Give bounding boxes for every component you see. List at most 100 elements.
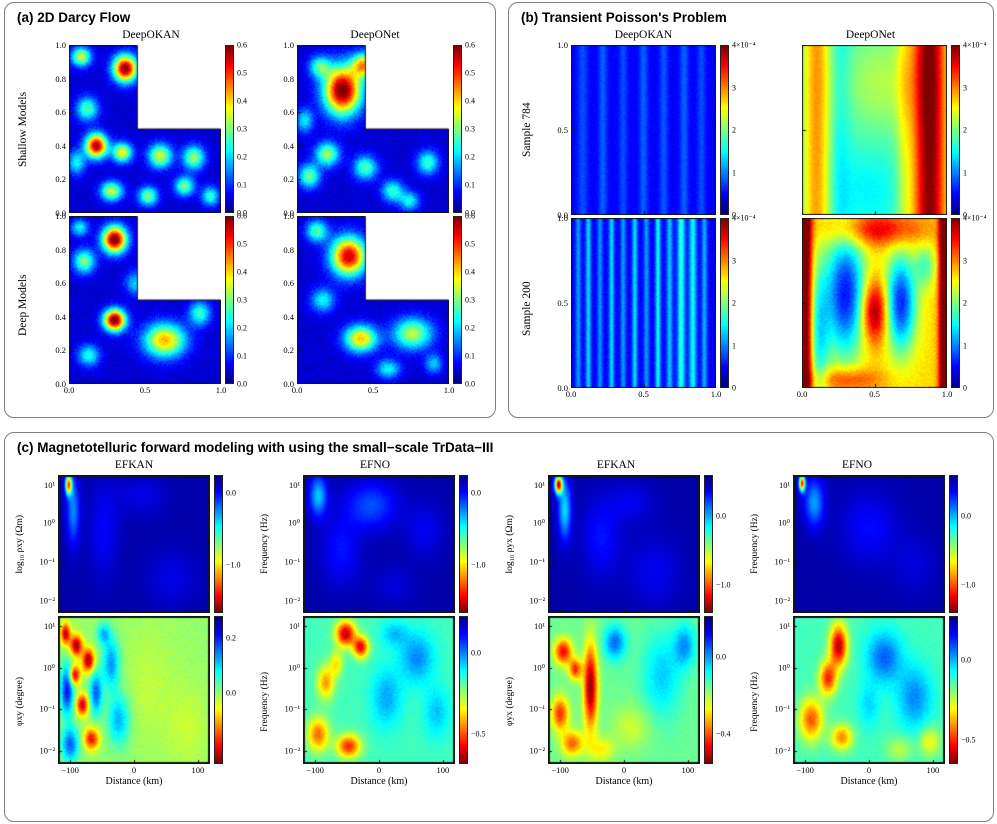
heatmap-canvas [69, 216, 221, 384]
colorbar-tick-label: 0.2 [465, 152, 475, 162]
colorbar-tick-label: 1 [963, 168, 967, 177]
heatmap-canvas [571, 218, 716, 388]
colorbar-gradient [459, 616, 468, 764]
colorbar-tick-label: −1.0 [716, 580, 731, 590]
colorbar-gradient [949, 616, 958, 764]
colorbar-tick-label: 2 [963, 298, 967, 308]
x-tick-label: −100 [306, 765, 324, 775]
y-tick-label: 10⁻² [39, 745, 55, 756]
axis-y-label: log₁₀ ρxy (Ωm) [15, 514, 25, 574]
colorbar-gradient [704, 616, 713, 764]
panel-b-column-headers: DeepOKAN DeepONet [535, 28, 983, 42]
colorbar-gradient [720, 218, 729, 388]
colorbar-tick-label: 0.5 [465, 68, 475, 78]
plot-column [303, 475, 455, 613]
x-tick-label: 100 [191, 765, 205, 775]
plot-column: 0.0 0.5 1.0 [64, 216, 226, 395]
y-tick-label: 0.6 [283, 278, 294, 289]
x-tick-label: 0.0 [565, 389, 577, 399]
plot-column: −100 0 100 Distance (km) [793, 616, 945, 787]
colorbar: 0.0 −0.5 [459, 616, 499, 764]
colorbar-gradient [453, 45, 462, 213]
panel-a-row-shallow: Shallow Models 1.0 0.8 0.6 0.4 0.2 0.0 0.6 0.5 0… [15, 40, 485, 218]
column-header-group: EFNO [738, 458, 973, 472]
colorbar-tick-label: 4×10⁻⁴ [732, 40, 756, 50]
y-tick-label: 0.6 [55, 107, 66, 118]
colorbar-tick-label: 0.5 [237, 239, 247, 249]
y-tick-label: 0.4 [283, 140, 294, 151]
x-tick-labels: −100 0 100 [303, 764, 455, 775]
plot-column: 0.0 0.5 1.0 [797, 218, 952, 399]
x-tick-label: 0.5 [139, 385, 151, 395]
column-header-group: DeepOKAN [543, 28, 762, 42]
colorbar-gradient [459, 475, 468, 613]
colorbar-tick-label: 0.6 [465, 211, 475, 221]
x-tick-label: 100 [681, 765, 695, 775]
column-header-deeponet: DeepONet [845, 29, 896, 41]
x-tick-label: 1.0 [215, 385, 227, 395]
y-tick-labels: 1.0 0.8 0.6 0.4 0.2 0.0 [39, 211, 69, 389]
colorbar-tick-label: 0.0 [237, 208, 247, 218]
colorbar: 4×10⁻⁴ 3 2 1 0 [951, 41, 997, 220]
x-tick-label: 1.0 [710, 389, 722, 399]
axis-y-label: Frequency (Hz) [750, 671, 760, 732]
colorbar-gradient [704, 475, 713, 613]
heatmap-canvas [58, 616, 210, 764]
colorbar-gradient [720, 45, 729, 215]
colorbar: 0.2 0.0 [214, 616, 254, 764]
y-tick-label: 10⁰ [533, 662, 545, 673]
colorbar-tick-label: 1 [732, 341, 736, 350]
y-tick-label: 1.0 [557, 213, 568, 223]
heatmap-canvas [802, 45, 947, 215]
colorbar: 0.0 −1.0 [459, 475, 499, 613]
plot-column [297, 45, 449, 213]
y-tick-label: 1.0 [55, 211, 66, 221]
row-label-sample-200: Sample 200 [521, 281, 533, 336]
y-tick-label: 0.0 [557, 383, 568, 393]
colorbar-tick-label: 0 [963, 210, 967, 220]
colorbar-tick-label: 0.0 [465, 379, 475, 389]
column-header-group: DeepONet [770, 28, 989, 42]
colorbar: 0.6 0.5 0.4 0.3 0.2 0.1 0.0 [225, 212, 259, 389]
heatmap-canvas [58, 475, 210, 613]
colorbar-tick-label: 0 [732, 210, 736, 220]
y-tick-label: 10⁰ [43, 517, 55, 528]
y-tick-label: 10¹ [778, 479, 790, 490]
colorbar-tick-label: −1.0 [226, 560, 241, 570]
plot-column: 0.0 0.5 1.0 [292, 216, 454, 395]
y-tick-labels: 1.0 0.8 0.6 0.4 0.2 0.0 [267, 40, 297, 218]
row-label-shallow-models: Shallow Models [17, 91, 29, 167]
column-header-group: DeepOKAN [45, 28, 261, 42]
subplot-mt-phi-xy-efno: Frequency (Hz) 10¹ 10⁰ 10⁻¹ 10⁻² −100 0 100 Dist… [260, 616, 499, 787]
colorbar-gradient [453, 216, 462, 384]
x-tick-label: −100 [61, 765, 79, 775]
plot-column [548, 475, 700, 613]
y-tick-label: 0.0 [557, 210, 568, 220]
plot-column [793, 475, 945, 613]
plot-column: 0.0 0.5 1.0 [566, 218, 721, 399]
y-tick-label: 10⁻¹ [39, 556, 55, 567]
subplot-mt-rho-yx-efkan: log₁₀ ρyx (Ωm) 10¹ 10⁰ 10⁻¹ 10⁻² 0.0 −1.0 [505, 475, 744, 613]
colorbar-tick-label: 0.0 [465, 208, 475, 218]
plot-column [571, 45, 716, 215]
colorbar: 0.0 −1.0 [704, 475, 744, 613]
colorbar-tick-label: 0.6 [237, 40, 247, 50]
x-tick-label: 0 [131, 765, 137, 775]
x-tick-labels: −100 0 100 [548, 764, 700, 775]
subplot-mt-rho-yx-efno: Frequency (Hz) 10¹ 10⁰ 10⁻¹ 10⁻² 0.0 −1.0 [750, 475, 989, 613]
colorbar: 4×10⁻⁴ 3 2 1 0 [720, 214, 766, 393]
subplot-darcy-shallow-deepokan: 1.0 0.8 0.6 0.4 0.2 0.0 0.6 0.5 0.4 0.3 0.2 0.1 0.0 [39, 40, 259, 218]
colorbar-tick-label: 3 [963, 256, 967, 265]
colorbar-tick-label: 4×10⁻⁴ [732, 213, 756, 223]
subplot-darcy-deep-deeponet: 1.0 0.8 0.6 0.4 0.2 0.0 0.0 0.5 1.0 0.6 0.5 0.4 0.3 0… [267, 211, 487, 395]
x-tick-label: 100 [926, 765, 940, 775]
y-tick-label: 10⁰ [533, 517, 545, 528]
column-header-deepokan: DeepOKAN [122, 29, 180, 41]
axis-x-label: Distance (km) [595, 776, 653, 787]
heatmap-canvas [69, 45, 221, 213]
row-label-deep-models: Deep Models [17, 274, 29, 337]
y-tick-label: 10⁻² [774, 595, 790, 606]
colorbar-tick-label: 0.0 [961, 511, 971, 521]
plot-column: −100 0 100 Distance (km) [548, 616, 700, 787]
panel-transient-poisson: (b) Transient Poisson's Problem DeepOKAN… [508, 2, 994, 418]
